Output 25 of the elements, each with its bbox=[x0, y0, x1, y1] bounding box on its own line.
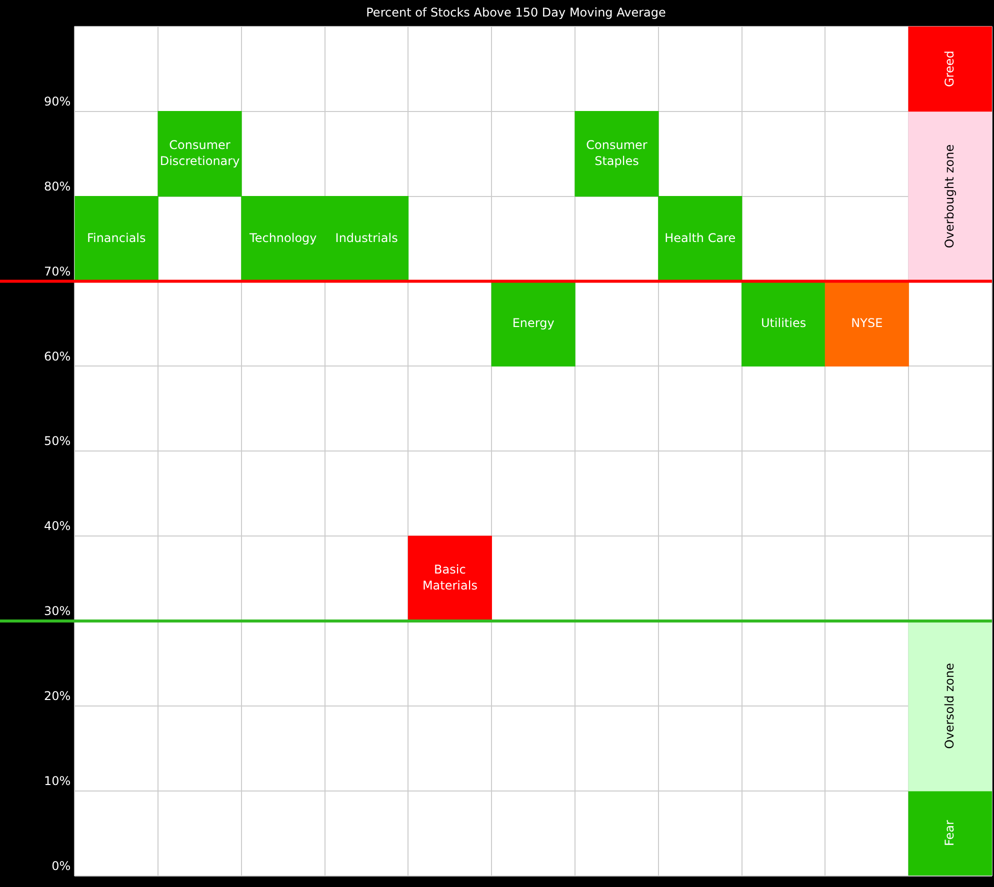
y-tick-label: 20% bbox=[44, 689, 71, 704]
y-tick-label: 40% bbox=[44, 519, 71, 534]
y-tick-label: 0% bbox=[52, 858, 71, 873]
y-tick-label: 50% bbox=[44, 434, 71, 448]
series-label: Overbought zone bbox=[942, 144, 956, 248]
y-tick-label: 30% bbox=[44, 604, 71, 618]
x-tick-label: Consumer Discretionary bbox=[160, 138, 240, 168]
y-tick-label: 60% bbox=[44, 349, 71, 364]
series-label: Fear bbox=[942, 820, 956, 846]
chart-title: Percent of Stocks Above 150 Day Moving Average bbox=[366, 5, 666, 20]
y-tick-label: 10% bbox=[44, 774, 71, 788]
x-tick-label: Health Care bbox=[664, 230, 736, 245]
x-tick-label: Energy bbox=[512, 316, 554, 330]
x-tick-label: Basic Materials bbox=[422, 562, 478, 593]
y-tick-label: 80% bbox=[44, 179, 71, 194]
x-tick-label: Utilities bbox=[760, 316, 806, 330]
x-tick-label: Technology bbox=[248, 230, 317, 245]
x-tick-label: Industrials bbox=[335, 230, 398, 245]
y-tick-label: 70% bbox=[44, 264, 71, 278]
x-tick-label: NYSE bbox=[851, 316, 883, 330]
x-tick-label: Consumer Staples bbox=[586, 138, 648, 168]
series-label: Greed bbox=[942, 50, 956, 88]
x-tick-label: Financials bbox=[86, 230, 146, 245]
series-label: Oversold zone bbox=[942, 662, 956, 749]
y-tick-label: 90% bbox=[44, 94, 71, 108]
